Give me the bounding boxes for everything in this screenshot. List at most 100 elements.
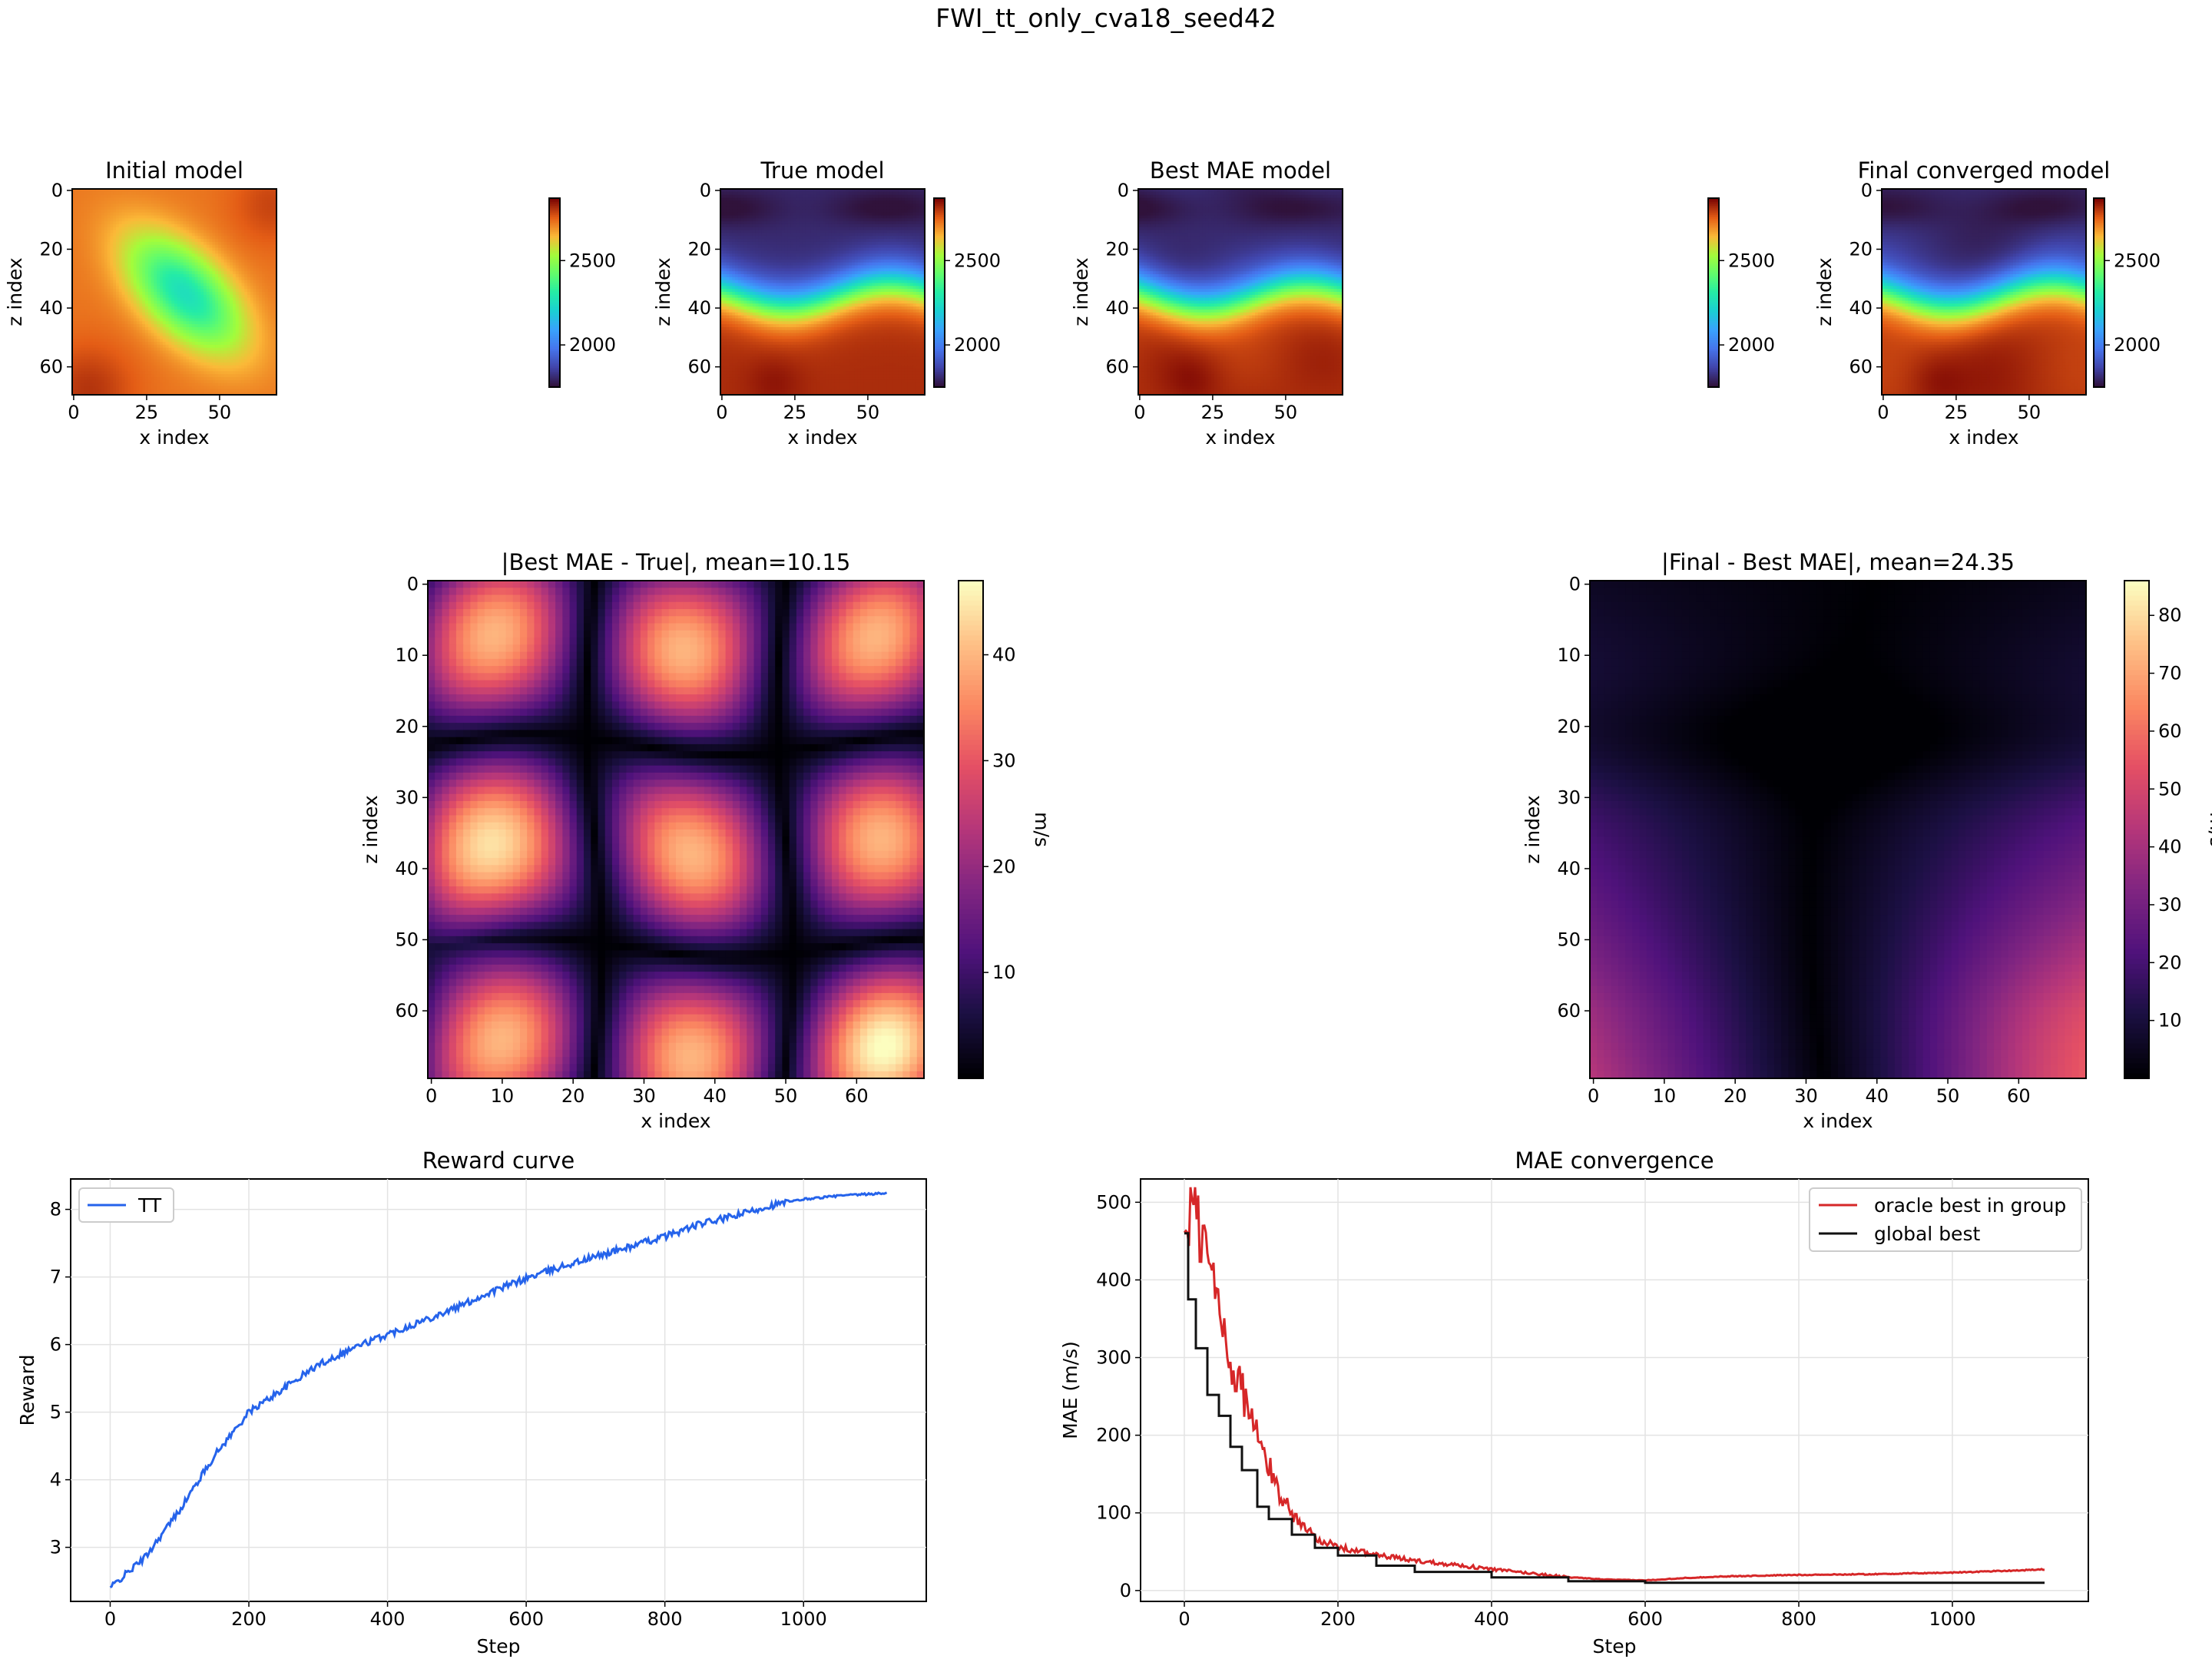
error-ytick: 20 <box>395 716 419 737</box>
error-xlabel-err1: x index <box>641 1110 710 1132</box>
error-ytick: 40 <box>1557 858 1581 879</box>
velocity-ylabel-best: z index <box>1070 257 1092 326</box>
velocity-ytick: 0 <box>1118 180 1129 201</box>
mae-ytick: 0 <box>1120 1580 1131 1601</box>
error-colorbar-label-err1: m/s <box>1031 812 1053 847</box>
error-ytick: 60 <box>395 1000 419 1022</box>
mae-xtick: 600 <box>1628 1608 1663 1630</box>
velocity-colorbar-tick: 2000 <box>2114 334 2161 356</box>
velocity-ylabel-final: z index <box>1813 257 1836 326</box>
mae-legend-label-oracle: oracle best in group <box>1874 1194 2066 1217</box>
velocity-xlabel-true: x index <box>787 426 857 449</box>
mae-ylabel: MAE (m/s) <box>1059 1341 1081 1439</box>
error-title-err2: |Final - Best MAE|, mean=24.35 <box>1661 549 2015 575</box>
velocity-colorbar-initial <box>549 198 560 388</box>
error-xlabel-err2: x index <box>1803 1110 1873 1132</box>
velocity-ytick: 60 <box>1105 356 1129 378</box>
velocity-colorbar-tick: 2000 <box>569 334 616 356</box>
mae-xtick: 200 <box>1320 1608 1356 1630</box>
error-colorbar-tick: 10 <box>992 962 1016 983</box>
velocity-xtick: 25 <box>1201 402 1225 423</box>
velocity-ylabel-initial: z index <box>4 257 26 326</box>
reward-ytick: 8 <box>50 1199 61 1220</box>
error-ytick: 60 <box>1557 1000 1581 1022</box>
error-colorbar-err1 <box>959 581 983 1079</box>
error-title-err1: |Best MAE - True|, mean=10.15 <box>502 549 851 575</box>
error-colorbar-err2 <box>2124 581 2149 1079</box>
error-colorbar-tick: 40 <box>2158 836 2182 858</box>
velocity-xlabel-initial: x index <box>139 426 209 449</box>
error-xtick: 10 <box>1653 1085 1677 1107</box>
error-ytick: 40 <box>395 858 419 879</box>
error-colorbar-tick: 10 <box>2158 1010 2182 1031</box>
error-ytick: 50 <box>1557 929 1581 950</box>
velocity-ytick: 60 <box>1849 356 1873 378</box>
error-colorbar-tick: 20 <box>992 856 1016 877</box>
velocity-xtick: 25 <box>1945 402 1969 423</box>
mae-xtick: 400 <box>1474 1608 1509 1630</box>
velocity-ytick: 40 <box>687 297 711 319</box>
reward-xtick: 600 <box>508 1608 544 1630</box>
reward-legend: TT <box>79 1188 174 1222</box>
velocity-ytick: 0 <box>51 180 63 201</box>
mae-title: MAE convergence <box>1515 1147 1714 1174</box>
velocity-colorbar-true <box>934 198 945 388</box>
velocity-title-true: True model <box>760 157 884 184</box>
velocity-xlabel-final: x index <box>1949 426 2018 449</box>
velocity-heatmap-final <box>1882 189 2087 396</box>
velocity-colorbar-tick: 2500 <box>2114 250 2161 271</box>
velocity-colorbar-tick: 2000 <box>1728 334 1775 356</box>
error-colorbar-tick: 40 <box>992 644 1016 666</box>
velocity-colorbar-tick: 2500 <box>1728 250 1775 271</box>
error-panels-row: |Best MAE - True|, mean=10.1500101020203… <box>359 549 2212 1132</box>
error-panel-err1: |Best MAE - True|, mean=10.1500101020203… <box>359 549 1053 1132</box>
velocity-xlabel-best: x index <box>1205 426 1275 449</box>
error-xtick: 30 <box>1794 1085 1818 1107</box>
velocity-heatmap-initial <box>72 189 277 396</box>
error-ytick: 10 <box>395 644 419 666</box>
mae-legend: oracle best in group global best <box>1810 1188 2081 1251</box>
error-xtick: 20 <box>1724 1085 1747 1107</box>
error-xtick: 0 <box>1588 1085 1599 1107</box>
reward-ylabel: Reward <box>16 1354 38 1426</box>
velocity-ytick: 40 <box>1105 297 1129 319</box>
reward-ytick: 6 <box>50 1334 61 1356</box>
mae-xtick: 1000 <box>1929 1608 1975 1630</box>
error-ytick: 50 <box>395 929 419 950</box>
velocity-title-best: Best MAE model <box>1150 157 1331 184</box>
error-xtick: 20 <box>561 1085 585 1107</box>
error-heatmap-err1 <box>428 581 925 1079</box>
error-ytick: 10 <box>1557 644 1581 666</box>
error-xtick: 60 <box>2007 1085 2031 1107</box>
velocity-xtick: 0 <box>1877 402 1889 423</box>
velocity-ytick: 40 <box>1849 297 1873 319</box>
error-panel-err2: |Final - Best MAE|, mean=24.350010102020… <box>1522 549 2212 1132</box>
velocity-panels-row: Initial model 0 25 50 0 20 40 60 x index z index 2… <box>4 157 2161 449</box>
velocity-heatmap-best <box>1138 189 1343 396</box>
mae-xtick: 800 <box>1781 1608 1816 1630</box>
mae-xlabel: Step <box>1593 1635 1637 1657</box>
error-colorbar-tick: 30 <box>2158 894 2182 916</box>
error-xtick: 50 <box>1936 1085 1960 1107</box>
reward-ytick: 5 <box>50 1402 61 1423</box>
error-ytick: 20 <box>1557 716 1581 737</box>
velocity-ytick: 20 <box>1105 238 1129 260</box>
velocity-ytick: 20 <box>39 238 63 260</box>
reward-ytick: 3 <box>50 1537 61 1558</box>
reward-xtick: 0 <box>104 1608 116 1630</box>
velocity-ylabel-true: z index <box>652 257 674 326</box>
figure-suptitle: FWI_tt_only_cva18_seed42 <box>935 3 1277 33</box>
error-colorbar-tick: 60 <box>2158 720 2182 742</box>
velocity-title-initial: Initial model <box>105 157 243 184</box>
error-colorbar-tick: 50 <box>2158 778 2182 800</box>
velocity-xtick: 50 <box>856 402 880 423</box>
velocity-ytick: 0 <box>700 180 711 201</box>
error-colorbar-tick: 70 <box>2158 663 2182 684</box>
error-colorbar-tick: 80 <box>2158 604 2182 626</box>
error-colorbar-tick: 30 <box>992 750 1016 771</box>
